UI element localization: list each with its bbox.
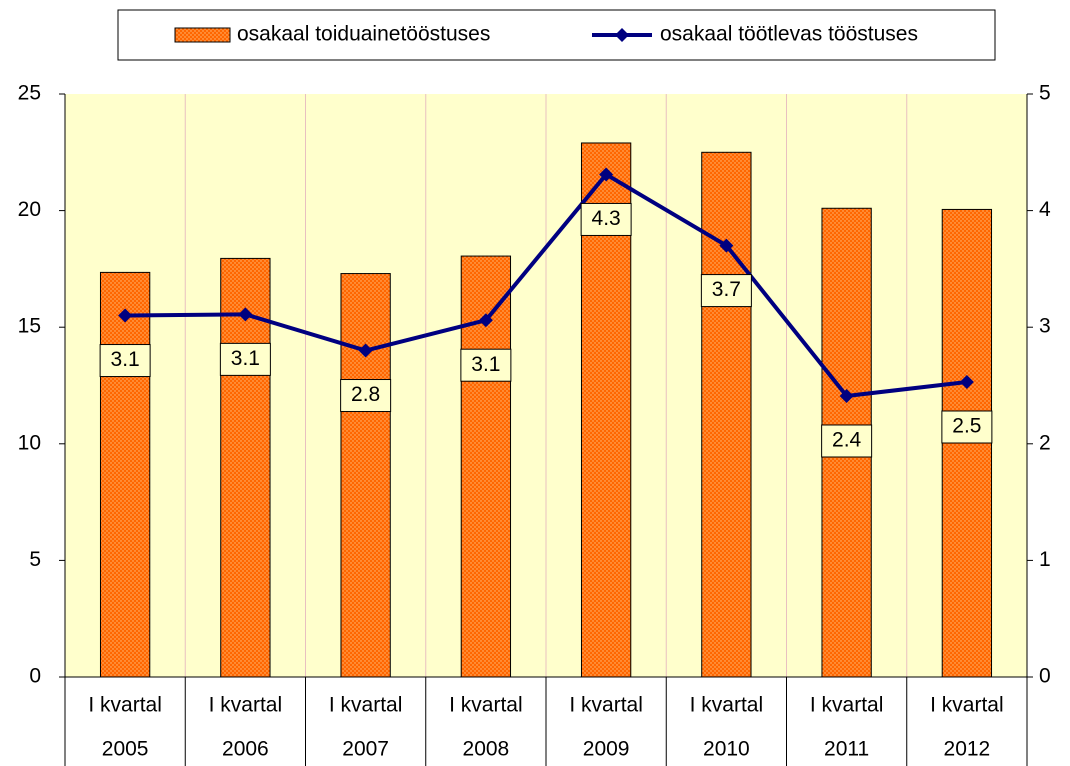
legend-label: osakaal töötlevas tööstuses [660, 23, 918, 46]
data-label: 3.1 [231, 347, 260, 370]
marker [238, 307, 253, 322]
x-tick-label: I kvartal [209, 694, 283, 717]
x-tick-label: I kvartal [88, 694, 162, 717]
y-tick-label: 10 [18, 431, 41, 454]
legend-swatch [174, 27, 231, 43]
x-tick-label: I kvartal [569, 694, 643, 717]
data-label: 3.7 [712, 278, 741, 301]
bar [340, 273, 391, 678]
y-tick-label: 5 [29, 548, 41, 571]
marker [599, 167, 614, 182]
y2-tick-label: 1 [1039, 548, 1051, 571]
marker [358, 343, 373, 358]
x-tick-label: I kvartal [449, 694, 523, 717]
x-tick-label: I kvartal [690, 694, 764, 717]
y2-tick-label: 4 [1039, 198, 1051, 221]
y2-tick-label: 5 [1039, 82, 1051, 105]
x-tick-label-year: 2005 [102, 738, 149, 761]
x-tick-label-year: 2007 [342, 738, 389, 761]
bar [99, 271, 151, 678]
data-label: 2.8 [351, 383, 380, 406]
data-label-box [99, 344, 151, 378]
legend-marker [615, 28, 629, 42]
y-tick-label: 25 [18, 82, 41, 105]
marker [118, 308, 133, 323]
marker [478, 313, 493, 328]
bar [701, 151, 752, 678]
data-label: 3.1 [111, 348, 140, 371]
x-tick-label-year: 2008 [463, 738, 510, 761]
legend-label: osakaal toiduainetööstuses [237, 23, 490, 46]
y2-tick-label: 0 [1039, 665, 1051, 688]
data-label-box [219, 342, 271, 376]
x-tick-label-year: 2006 [222, 738, 269, 761]
marker [839, 388, 854, 403]
data-label-box [460, 348, 512, 382]
legend [117, 9, 996, 61]
x-tick-label-year: 2012 [944, 738, 991, 761]
x-tick-label: I kvartal [810, 694, 884, 717]
x-tick-label: I kvartal [930, 694, 1004, 717]
data-label: 2.5 [952, 415, 981, 438]
data-label-box [580, 202, 632, 236]
data-label-box [821, 424, 873, 458]
y-tick-label: 15 [18, 315, 41, 338]
data-label-box [700, 274, 752, 308]
x-tick-label-year: 2010 [703, 738, 750, 761]
x-tick-label-year: 2009 [583, 738, 630, 761]
data-label: 4.3 [592, 207, 621, 230]
y-tick-label: 0 [29, 665, 41, 688]
data-label-box [340, 379, 392, 413]
y2-tick-label: 3 [1039, 315, 1051, 338]
data-label: 3.1 [471, 353, 500, 376]
marker [959, 375, 974, 390]
x-tick-label-year: 2011 [824, 738, 869, 761]
bar [220, 257, 271, 678]
data-label: 2.4 [832, 429, 862, 452]
x-tick-label: I kvartal [329, 694, 403, 717]
line [125, 171, 968, 399]
y2-tick-label: 2 [1039, 431, 1051, 454]
y-tick-label: 20 [18, 198, 41, 221]
data-label-box [941, 410, 993, 444]
marker [719, 238, 734, 253]
